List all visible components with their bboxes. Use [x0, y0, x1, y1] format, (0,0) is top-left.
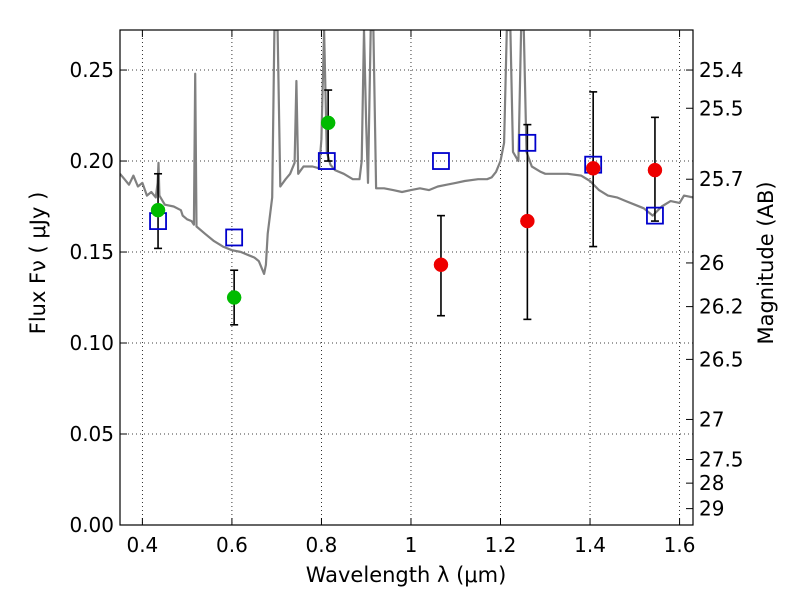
- y-tick-label: 0.20: [69, 149, 114, 173]
- model-photometry-square: [646, 206, 664, 225]
- x-tick-label: 0.4: [126, 533, 158, 557]
- model-photometry-square: [225, 228, 244, 247]
- mag-tick-label: 26.5: [699, 347, 744, 371]
- mag-tick-label: 26.2: [699, 295, 744, 319]
- y-tick-label: 0.15: [69, 240, 114, 264]
- y-axis-right-label: Magnitude (AB): [754, 181, 778, 344]
- ticks: 0.4 0.6 0.8 1 1.2 1.4 1.6 0.00 0.05 0.10 0.15 0.20 0…: [69, 30, 744, 557]
- model-photometry-square: [317, 152, 336, 170]
- x-tick-label: 0.8: [306, 533, 338, 557]
- x-tick-label: 1.4: [574, 533, 606, 557]
- data-point: [585, 161, 601, 176]
- mag-tick-label: 27: [699, 407, 724, 431]
- y-tick-label: 0.10: [69, 331, 114, 355]
- y-tick-label: 0.05: [69, 422, 114, 446]
- mag-tick-label: 29: [699, 497, 724, 521]
- data-point: [647, 162, 663, 178]
- mag-tick-label: 27.5: [699, 447, 744, 471]
- x-axis-label: Wavelength λ (μm): [306, 563, 507, 587]
- y-axis-label: Flux Fν ( μJy ): [26, 192, 50, 335]
- mag-tick-label: 25.5: [699, 96, 744, 120]
- spectrum-line: [120, 30, 693, 275]
- grid: [120, 30, 693, 526]
- x-tick-label: 1.6: [664, 533, 696, 557]
- x-tick-label: 1.2: [485, 533, 517, 557]
- model-photometry-square: [432, 152, 450, 170]
- data-point: [433, 257, 449, 273]
- series-layer: [120, 30, 693, 326]
- data-point: [150, 202, 166, 218]
- y-tick-label: 0.00: [69, 513, 114, 537]
- y-tick-label: 0.25: [69, 58, 114, 82]
- data-point: [226, 290, 242, 305]
- data-point: [320, 115, 336, 131]
- mag-tick-label: 25.4: [699, 58, 744, 82]
- x-tick-label: 1: [405, 533, 418, 557]
- mag-tick-label: 25.7: [699, 167, 744, 191]
- data-point: [520, 213, 535, 229]
- model-photometry-square: [518, 133, 537, 152]
- mag-tick-label: 28: [699, 471, 724, 495]
- x-tick-label: 0.6: [216, 533, 248, 557]
- plot-frame: [119, 29, 694, 526]
- mag-tick-label: 26: [699, 251, 724, 275]
